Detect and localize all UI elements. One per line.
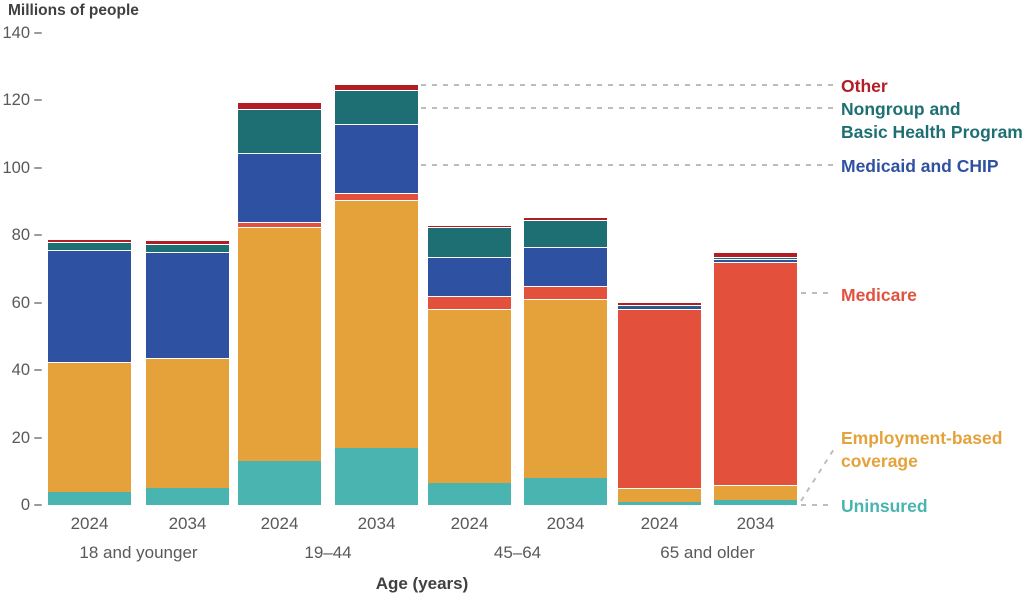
x-year-label: 2034: [168, 514, 207, 533]
y-tick-label: 60: [11, 293, 30, 312]
bar-segment-uninsured: [428, 483, 511, 505]
x-year-label: 2034: [736, 514, 775, 533]
legend-label-other: Other: [841, 76, 888, 96]
y-tick-mark: [34, 436, 42, 439]
bar-segment-medicaid: [335, 124, 418, 194]
bar-segment-other: [618, 301, 701, 306]
connector-line-employment: [800, 448, 835, 502]
bar-segment-other: [428, 225, 511, 227]
connector-line-medicare: [801, 292, 834, 294]
x-year-label: 2024: [260, 514, 299, 533]
bar-segment-other: [714, 252, 797, 258]
bar-segment-medicaid: [428, 257, 511, 296]
bar-segment-uninsured: [146, 488, 229, 505]
x-year-label: 2024: [450, 514, 489, 533]
bar-segment-employment: [714, 484, 797, 500]
bar-segment-nongroup: [48, 242, 131, 251]
bar-segment-uninsured: [238, 461, 321, 505]
y-tick-label: 100: [2, 158, 30, 177]
bar-segment-medicare: [524, 285, 607, 300]
y-tick-mark: [34, 369, 42, 372]
x-group-label: 45–64: [493, 543, 542, 562]
bar-segment-employment: [48, 361, 131, 492]
bar-segment-medicare: [238, 221, 321, 227]
bar-segment-medicare: [428, 295, 511, 310]
legend-label-medicaid: Medicaid and CHIP: [841, 156, 999, 176]
x-group-label: 65 and older: [660, 543, 755, 562]
bar-segment-uninsured: [714, 499, 797, 505]
y-tick-mark: [34, 301, 42, 304]
legend-label-nongroup: Nongroup and Basic Health Program: [841, 99, 1023, 142]
bar-segment-medicaid: [524, 247, 607, 286]
y-tick-label: 120: [2, 91, 30, 110]
bar-segment-other: [238, 102, 321, 109]
bar-segment-nongroup: [238, 108, 321, 153]
y-tick-label: 40: [11, 361, 30, 380]
bar-segment-employment: [146, 358, 229, 489]
connector-line-medicaid: [421, 164, 834, 166]
bar-segment-nongroup: [428, 226, 511, 258]
bar-segment-uninsured: [618, 501, 701, 505]
legend-label-medicare: Medicare: [841, 285, 917, 305]
x-year-label: 2034: [546, 514, 585, 533]
bar-segment-other: [48, 238, 131, 243]
bar-segment-other: [335, 83, 418, 91]
bar-segment-medicaid: [146, 252, 229, 359]
y-tick-label: 140: [2, 24, 30, 42]
connector-line-nongroup: [421, 107, 834, 109]
y-tick-mark: [34, 32, 42, 34]
bar-segment-nongroup: [335, 90, 418, 125]
y-tick-mark: [34, 234, 42, 237]
bar-segment-employment: [238, 226, 321, 462]
x-year-label: 2024: [70, 514, 109, 533]
bar-segment-employment: [335, 199, 418, 448]
y-axis-title: Millions of people: [8, 2, 139, 19]
bar-segment-medicaid: [238, 152, 321, 222]
y-tick-mark: [34, 504, 42, 506]
bar-segment-employment: [524, 299, 607, 478]
x-year-label: 2034: [357, 514, 396, 533]
y-tick-label: 80: [11, 226, 30, 245]
legend-label-uninsured: Uninsured: [841, 496, 928, 516]
bar-segment-medicare: [335, 193, 418, 200]
x-group-label: 18 and younger: [79, 543, 198, 562]
connector-line-other: [421, 84, 834, 86]
bar-segment-nongroup: [524, 220, 607, 248]
bar-segment-nongroup: [146, 243, 229, 253]
y-tick-mark: [34, 99, 42, 102]
bar-segment-employment: [428, 309, 511, 484]
bar-segment-medicaid: [48, 250, 131, 362]
bar-segment-uninsured: [335, 447, 418, 505]
bar-segment-uninsured: [524, 478, 607, 505]
y-tick-label: 0: [20, 496, 30, 514]
bar-segment-uninsured: [48, 491, 131, 505]
bar-segment-employment: [618, 488, 701, 502]
connector-line-uninsured: [801, 504, 834, 506]
bar-segment-other: [524, 216, 607, 221]
bar-segment-other: [146, 240, 229, 244]
x-year-label: 2024: [640, 514, 679, 533]
y-tick-mark: [34, 166, 42, 169]
bar-segment-nongroup: [714, 257, 797, 259]
x-axis-title: Age (years): [375, 574, 469, 593]
bar-segment-medicaid: [714, 258, 797, 263]
bar-segment-medicaid: [618, 306, 701, 310]
y-tick-label: 20: [11, 428, 30, 447]
bar-segment-medicare: [618, 309, 701, 489]
legend-label-employment: Employment-based coverage: [841, 428, 1003, 471]
x-group-label: 19–44: [304, 543, 352, 562]
bar-segment-medicare: [714, 262, 797, 485]
bar-segment-nongroup: [618, 305, 701, 307]
